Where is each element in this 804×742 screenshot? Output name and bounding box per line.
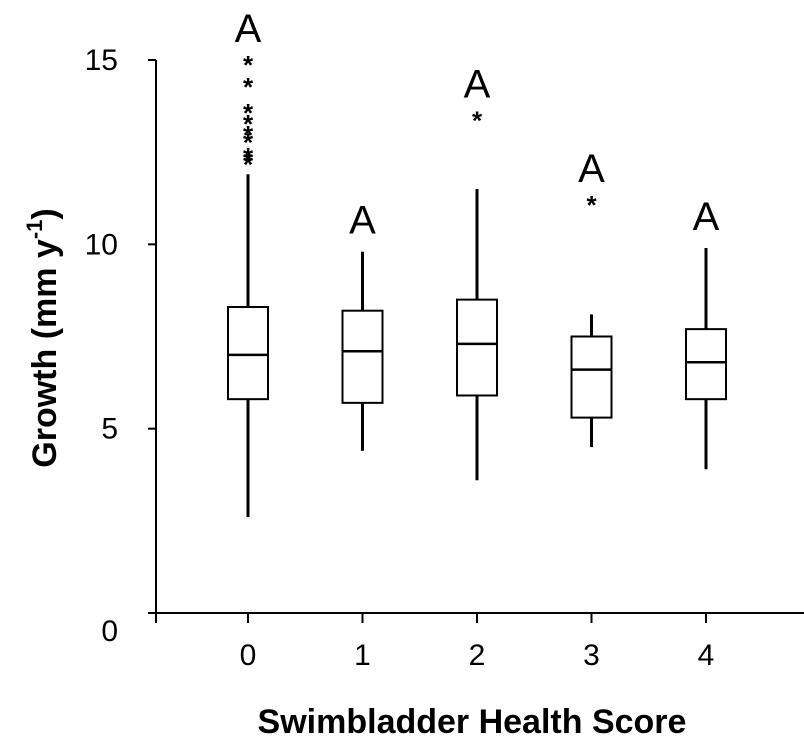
outlier-marker: * (243, 50, 254, 80)
axes: 0 5 10 15 0 1 2 3 4 (85, 44, 804, 672)
outlier-marker: * (586, 190, 597, 220)
y-tick-label: 0 (101, 615, 118, 648)
significance-letter: A (349, 199, 376, 243)
significance-letter: A (578, 147, 605, 191)
x-tick-label: 3 (583, 639, 600, 672)
outlier-marker: * (243, 120, 254, 150)
x-tick-label: 0 (240, 639, 257, 672)
significance-letter: A (693, 195, 720, 239)
box-group-0: *********A (227, 7, 269, 518)
box-iqr (685, 328, 727, 401)
outlier-marker: * (243, 142, 254, 172)
y-tick-label: 5 (101, 413, 118, 446)
box-group-4: A (685, 195, 727, 470)
outlier-marker: * (243, 72, 254, 102)
y-tick-label: 10 (85, 228, 118, 261)
y-axis-title: Growth (mm y-1) (22, 208, 64, 467)
box-iqr (456, 298, 498, 397)
box-iqr (341, 309, 384, 404)
significance-letter: A (235, 7, 262, 51)
box-iqr (227, 306, 269, 401)
y-axis-title-close: ) (26, 208, 64, 219)
boxes: *********AA*A*AA (227, 7, 727, 518)
x-axis-title: Swimbladder Health Score (258, 703, 687, 741)
box-iqr (570, 335, 613, 419)
significance-letter: A (464, 62, 491, 106)
y-tick-label: 15 (85, 44, 118, 77)
box-group-3: *A (570, 147, 613, 448)
outlier-marker: * (243, 150, 254, 180)
outlier-marker: * (472, 105, 483, 135)
x-tick-label: 2 (469, 639, 486, 672)
box-group-1: A (341, 199, 384, 451)
x-tick-label: 1 (354, 639, 371, 672)
outlier-marker: * (243, 109, 254, 139)
y-axis-title-main: Growth (mm y (26, 239, 64, 468)
y-axis-title-sup: -1 (22, 220, 47, 240)
outlier-marker: * (243, 146, 254, 176)
box-group-2: *A (456, 62, 498, 481)
outlier-marker: * (243, 127, 254, 157)
outlier-marker: * (243, 98, 254, 128)
x-tick-label: 4 (698, 639, 715, 672)
